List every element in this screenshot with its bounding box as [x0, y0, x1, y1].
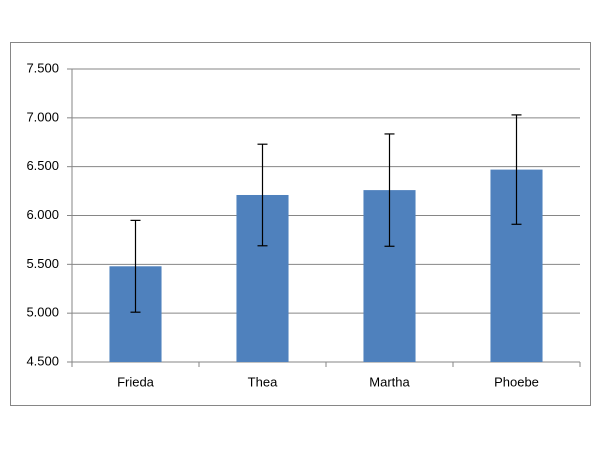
x-tick-label: Thea [248, 374, 278, 389]
y-tick-label: 6.000 [26, 207, 59, 222]
y-tick-label: 5.000 [26, 305, 59, 320]
x-tick-label: Frieda [117, 374, 155, 389]
x-tick-label: Martha [369, 374, 410, 389]
y-tick-label: 7.000 [26, 109, 59, 124]
x-tick-label: Phoebe [494, 374, 539, 389]
error-bar [384, 133, 395, 247]
y-tick-label: 4.500 [26, 353, 59, 368]
y-tick-label: 6.500 [26, 158, 59, 173]
error-bar [130, 219, 141, 313]
y-tick-label: 7.500 [26, 60, 59, 75]
error-bar [511, 114, 522, 225]
error-bar [257, 143, 268, 247]
y-tick-label: 5.500 [26, 256, 59, 271]
